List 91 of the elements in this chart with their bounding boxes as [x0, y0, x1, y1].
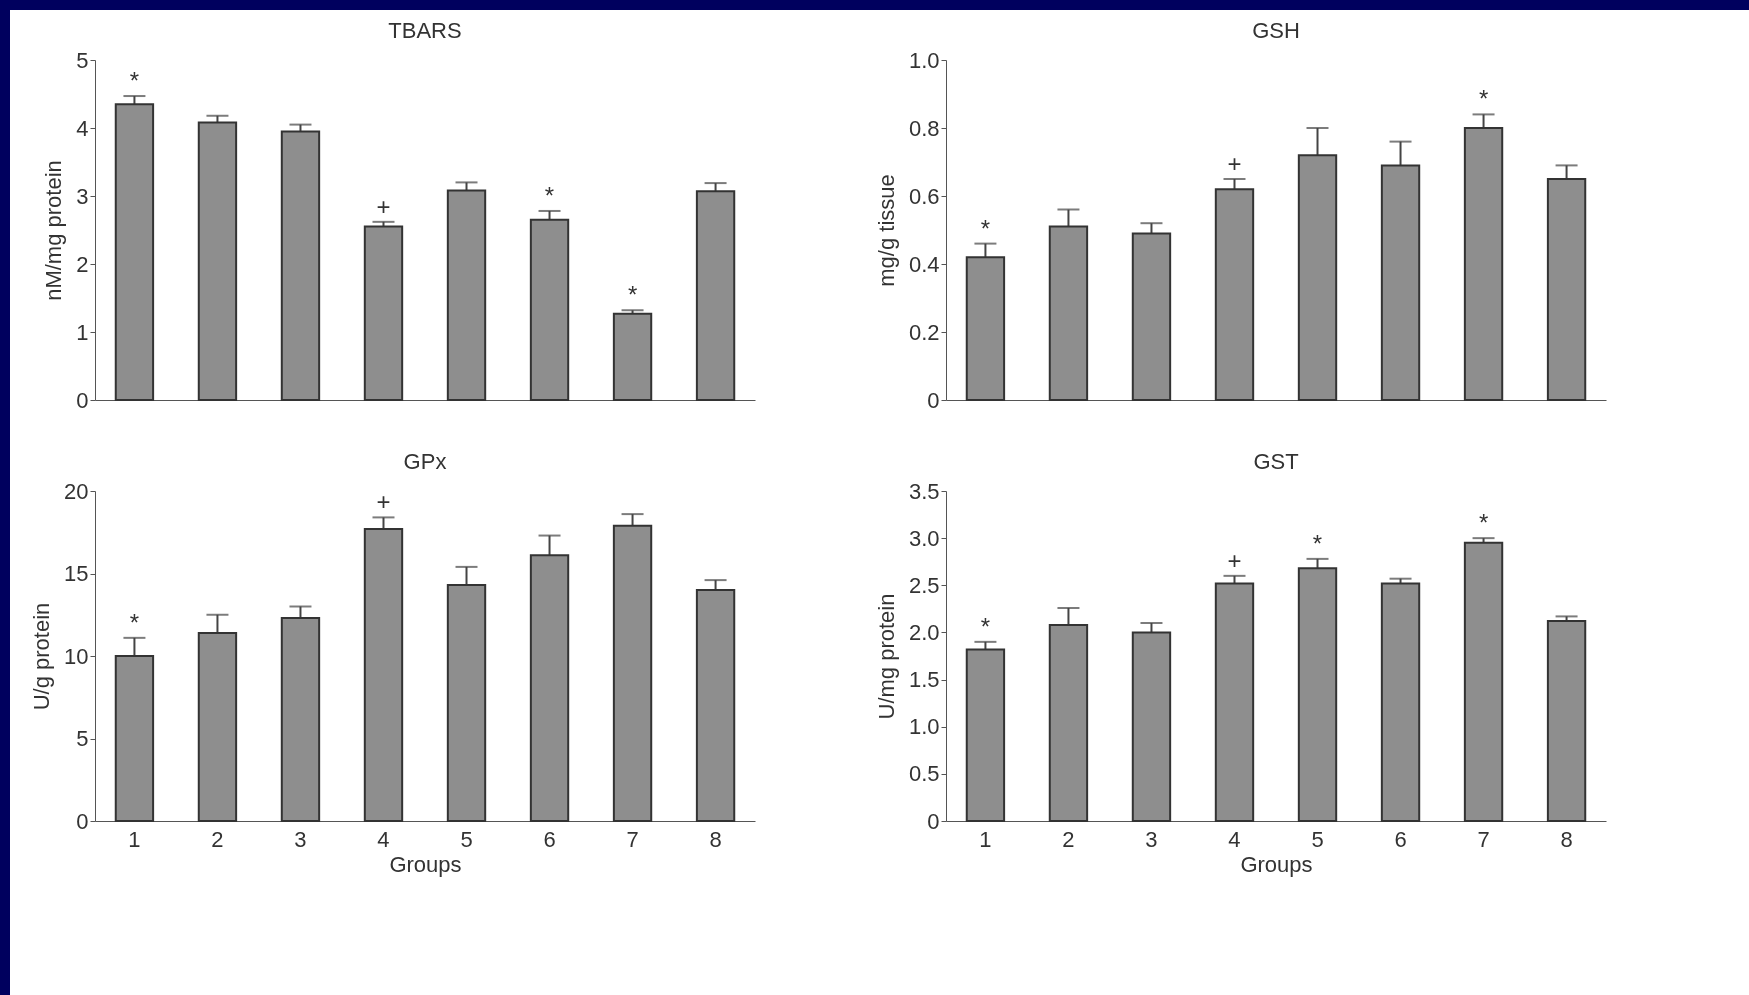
- chart-title: GST: [1253, 449, 1299, 474]
- chart-title: GPx: [403, 449, 447, 474]
- x-axis-title: Groups: [389, 851, 462, 877]
- annotation: +: [1227, 546, 1242, 574]
- y-tick-label: 4: [76, 115, 89, 141]
- annotation: *: [980, 612, 991, 640]
- x-tick-label: 5: [460, 826, 473, 852]
- y-tick-label: 3.0: [908, 525, 940, 551]
- y-tick-label: 0: [76, 387, 89, 413]
- bar: [1297, 154, 1338, 401]
- x-tick-label: 4: [1228, 826, 1241, 852]
- y-tick-label: 2.0: [908, 619, 940, 645]
- x-tick-label: 6: [1394, 826, 1407, 852]
- bar: [197, 121, 238, 401]
- bar: [965, 256, 1006, 401]
- y-tick-label: 0: [927, 808, 940, 834]
- y-tick-label: 10: [64, 643, 89, 669]
- y-axis-title: U/g protein: [29, 602, 55, 711]
- bar: [1297, 567, 1338, 822]
- bar: [612, 524, 653, 822]
- annotation: *: [1312, 529, 1323, 557]
- annotation: +: [376, 488, 391, 516]
- x-tick-label: 1: [128, 826, 141, 852]
- x-tick-label: 3: [1145, 826, 1158, 852]
- bar: [1048, 225, 1089, 401]
- y-tick-label: 0: [76, 808, 89, 834]
- x-tick-label: 4: [377, 826, 390, 852]
- y-tick-label: 0.8: [908, 115, 940, 141]
- x-tick-label: 8: [709, 826, 722, 852]
- bar: [1214, 188, 1255, 401]
- bar: [114, 655, 155, 822]
- x-tick-label: 8: [1560, 826, 1573, 852]
- chart-title: TBARS: [388, 18, 462, 43]
- y-tick-label: 5: [76, 47, 89, 73]
- y-tick-label: 0.2: [908, 319, 940, 345]
- y-tick-label: 1.5: [908, 667, 940, 693]
- y-tick-label: 3: [76, 183, 89, 209]
- y-tick-label: 3.5: [908, 478, 940, 504]
- bar: [529, 218, 570, 401]
- x-tick-label: 7: [626, 826, 639, 852]
- y-tick-label: 2: [76, 251, 89, 277]
- y-tick-label: 15: [64, 561, 89, 586]
- y-axis-title: nM/mg protein: [41, 160, 67, 301]
- annotation: *: [129, 608, 140, 636]
- bar: [446, 189, 487, 401]
- y-tick-label: 0.5: [908, 761, 940, 787]
- bar: [1131, 631, 1172, 822]
- y-tick-label: 0.4: [908, 251, 940, 277]
- annotation: *: [129, 67, 140, 95]
- y-tick-label: 20: [64, 478, 89, 504]
- annotation: +: [376, 192, 391, 220]
- bar: [1048, 623, 1089, 822]
- bar: [363, 527, 404, 822]
- annotation: *: [1478, 85, 1489, 113]
- annotation: *: [544, 181, 555, 209]
- annotation: +: [1227, 150, 1242, 177]
- y-axis-title: U/mg protein: [873, 593, 899, 720]
- y-tick-label: 1.0: [908, 714, 940, 740]
- bar: [280, 617, 321, 822]
- x-tick-label: 3: [294, 826, 307, 852]
- bar: [1463, 127, 1504, 401]
- chart-title: GSH: [1252, 18, 1300, 43]
- bar: [1131, 232, 1172, 401]
- annotation: *: [980, 214, 991, 242]
- bar: [965, 648, 1006, 822]
- x-tick-label: 2: [211, 826, 224, 852]
- y-tick-label: 2.5: [908, 572, 940, 598]
- x-tick-label: 5: [1311, 826, 1324, 852]
- bar: [446, 584, 487, 822]
- annotation: *: [1478, 509, 1489, 537]
- bar: [114, 103, 155, 401]
- x-tick-label: 7: [1477, 826, 1490, 852]
- y-tick-label: 1: [76, 319, 89, 345]
- x-tick-label: 6: [543, 826, 556, 852]
- x-axis-title: Groups: [1240, 851, 1313, 877]
- y-axis-title: mg/g tissue: [873, 174, 899, 287]
- bar: [695, 589, 736, 822]
- y-tick-label: 0.6: [908, 183, 940, 209]
- x-tick-label: 2: [1062, 826, 1075, 852]
- bar: [1214, 582, 1255, 822]
- bar: [695, 190, 736, 401]
- bar: [529, 554, 570, 822]
- annotation: *: [627, 281, 638, 309]
- bar: [1546, 178, 1587, 401]
- bar: [1380, 164, 1421, 401]
- y-tick-label: 0: [927, 387, 940, 413]
- bar: [197, 631, 238, 822]
- bar: [280, 130, 321, 401]
- y-tick-label: 5: [76, 726, 89, 751]
- y-tick-label: 1.0: [908, 47, 940, 73]
- x-tick-label: 1: [979, 826, 992, 852]
